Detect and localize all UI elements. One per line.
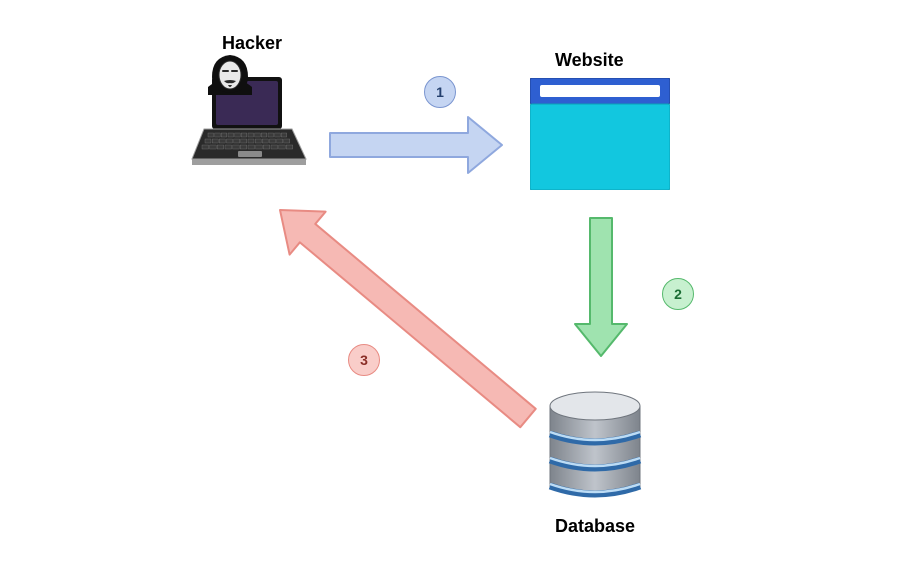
database-icon bbox=[540, 388, 650, 506]
website-icon bbox=[530, 78, 670, 190]
arrows-layer bbox=[0, 0, 913, 573]
step-3-badge: 3 bbox=[348, 344, 380, 376]
website-label: Website bbox=[555, 50, 624, 71]
step-2-number: 2 bbox=[674, 286, 682, 302]
step-1-number: 1 bbox=[436, 84, 444, 100]
hacker-avatar-icon bbox=[208, 55, 252, 95]
step-3-number: 3 bbox=[360, 352, 368, 368]
step-1-badge: 1 bbox=[424, 76, 456, 108]
step-2-badge: 2 bbox=[662, 278, 694, 310]
database-label: Database bbox=[555, 516, 635, 537]
arrow-database-to-hacker bbox=[280, 210, 536, 427]
hacker-icon bbox=[188, 55, 310, 173]
diagram-canvas: Hacker bbox=[0, 0, 913, 573]
hacker-label: Hacker bbox=[222, 33, 282, 54]
arrow-hacker-to-website bbox=[330, 117, 502, 173]
arrow-website-to-database bbox=[575, 218, 627, 356]
